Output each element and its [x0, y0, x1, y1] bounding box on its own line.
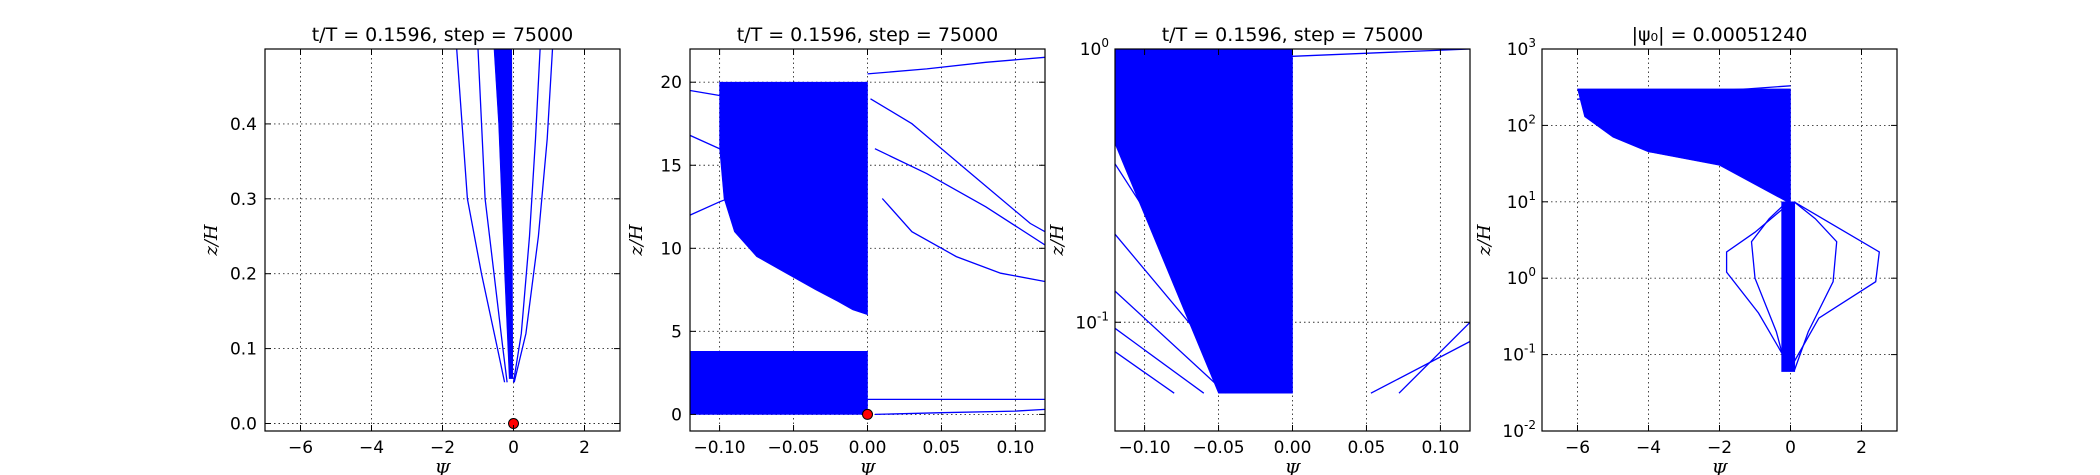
y-tick-label: 0.1: [230, 340, 257, 360]
x-tick-label: −4: [1636, 438, 1661, 458]
x-tick-label: 2: [579, 438, 590, 458]
subplot-title: |ψ₀| = 0.00051240: [1632, 24, 1808, 46]
x-tick-label: 0: [508, 438, 519, 458]
x-axis-label: Ψ: [860, 460, 877, 475]
profile-curve: [512, 49, 541, 383]
y-axis-label: z/H: [201, 224, 222, 257]
y-axis-label: z/H: [626, 224, 647, 257]
profile-curve: [690, 89, 839, 166]
dense-curve-band: [1115, 49, 1293, 394]
plot-area: [690, 56, 1045, 416]
plot-area: [1577, 85, 1880, 372]
origin-marker: [862, 408, 873, 420]
y-tick-label: 10-1: [1502, 342, 1536, 366]
y-axis-label: z/H: [1474, 224, 1495, 257]
subplot-title: t/T = 0.1596, step = 75000: [737, 24, 999, 46]
y-tick-label: 100: [1507, 265, 1536, 289]
y-tick-label: 20: [660, 73, 682, 93]
x-tick-label: 0.00: [1274, 438, 1312, 458]
y-tick-label: 103: [1507, 36, 1536, 60]
y-tick-label: 102: [1507, 112, 1536, 136]
profile-curve: [870, 98, 1045, 233]
x-tick-label: 0.10: [996, 438, 1034, 458]
y-tick-label: 0.0: [230, 415, 257, 435]
plot-area: [456, 49, 554, 383]
x-tick-label: 0.00: [849, 438, 887, 458]
x-tick-label: −0.10: [694, 438, 746, 458]
profile-curve: [1725, 204, 1788, 363]
profile-curve: [1115, 327, 1205, 394]
dense-curve-band: [719, 81, 868, 316]
y-tick-label: 0.4: [230, 115, 257, 135]
profile-curve: [881, 198, 1045, 283]
profile-curve: [1398, 321, 1470, 394]
y-tick-label: 15: [660, 156, 682, 176]
profile-curve: [1115, 351, 1175, 394]
profile-curve: [1115, 163, 1264, 394]
profile-curve: [1115, 290, 1227, 394]
y-axis-label: z/H: [1047, 224, 1068, 257]
subplot-1: −6 −4 −2 0 2 0.0 0.1 0.2 0.3 0.4 t/T = 0.1596, ste…: [201, 24, 621, 475]
y-tick-label: 100: [1080, 36, 1109, 60]
profile-curve: [1793, 201, 1838, 372]
profile-curve: [1115, 233, 1249, 394]
subplot-3: −0.10 −0.05 0.00 0.05 0.10 10-1 100 t/T = 0.159…: [1047, 24, 1471, 475]
dense-curve-band: [493, 49, 514, 379]
profile-curve: [690, 134, 779, 163]
subplot-4: −6 −4 −2 0 2 10-2 10-1 100 101 102 103 |ψ₀| = 0.000…: [1474, 24, 1898, 475]
dense-curve-band: [1577, 88, 1791, 203]
profile-curve: [1370, 340, 1470, 394]
stem-curve-band: [1781, 201, 1796, 372]
x-tick-label: −2: [1707, 438, 1732, 458]
x-tick-label: −0.05: [1192, 438, 1244, 458]
x-axis-label: Ψ: [435, 460, 452, 475]
y-tick-label: 10-2: [1502, 418, 1536, 442]
x-tick-label: 0.05: [923, 438, 961, 458]
x-tick-label: −4: [359, 438, 384, 458]
profile-curve: [477, 49, 508, 383]
plot-area: [1115, 49, 1470, 394]
x-tick-label: −0.10: [1119, 438, 1171, 458]
x-tick-label: −6: [1565, 438, 1590, 458]
y-tick-label: 5: [671, 322, 682, 342]
y-tick-label: 0.3: [230, 190, 257, 210]
subplot-title: t/T = 0.1596, step = 75000: [312, 24, 574, 46]
x-tick-label: 0.05: [1348, 438, 1386, 458]
profile-curve: [874, 408, 1045, 416]
x-tick-label: −2: [430, 438, 455, 458]
y-tick-label: 101: [1507, 189, 1536, 213]
x-tick-label: 0.10: [1421, 438, 1459, 458]
profile-curve: [1292, 49, 1470, 57]
profile-curve: [690, 403, 868, 411]
y-tick-label: 10-1: [1075, 309, 1109, 333]
profile-curve: [513, 49, 554, 383]
x-axis-label: Ψ: [1712, 460, 1729, 475]
profile-curve: [1793, 201, 1880, 363]
y-tick-label: 10: [660, 239, 682, 259]
lower-dense-curve-band: [690, 351, 868, 415]
profile-curve: [1577, 85, 1791, 100]
x-axis-label: Ψ: [1285, 460, 1302, 475]
x-tick-label: 2: [1856, 438, 1867, 458]
x-tick-label: −0.05: [767, 438, 819, 458]
y-tick-label: 0: [671, 405, 682, 425]
x-tick-label: −6: [288, 438, 313, 458]
profile-curve: [1750, 201, 1788, 372]
subplot-title: t/T = 0.1596, step = 75000: [1162, 24, 1424, 46]
subplot-2: −0.10 −0.05 0.00 0.05 0.10 0 5 10 15 20 t/T = 0.15…: [626, 24, 1046, 475]
y-tick-label: 0.2: [230, 265, 257, 285]
x-tick-label: 0: [1785, 438, 1796, 458]
profile-curve: [874, 148, 1045, 246]
profile-curve: [456, 49, 506, 383]
profile-curve: [690, 181, 779, 216]
profile-curve: [867, 56, 1045, 75]
